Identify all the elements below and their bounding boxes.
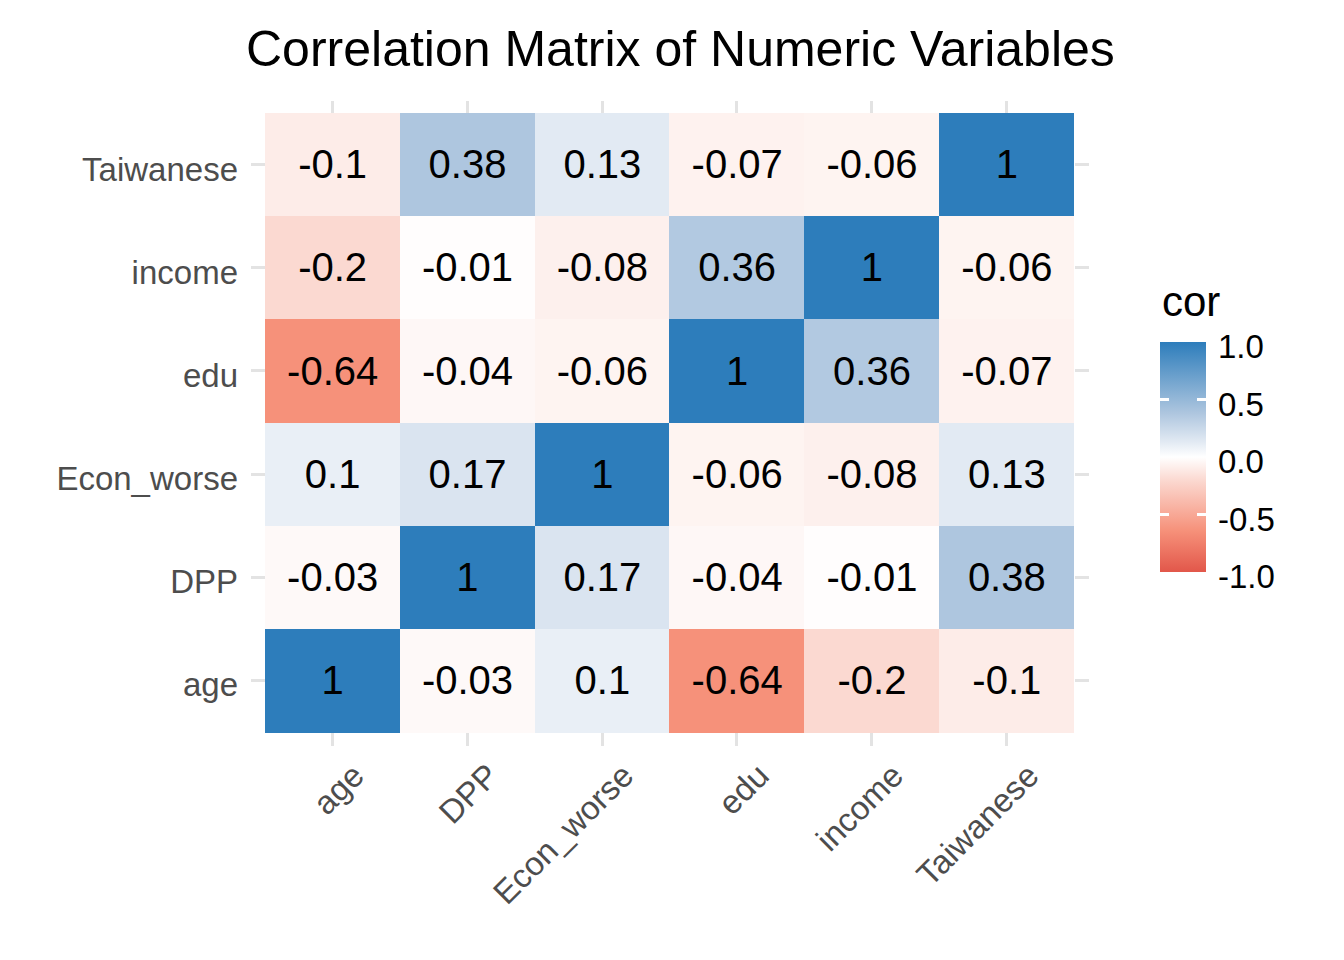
heatmap-cell: -0.64	[669, 629, 804, 733]
y-axis-label: income	[132, 256, 238, 289]
grid-stub	[251, 679, 265, 682]
legend-tick-mark	[1160, 513, 1169, 516]
legend-tick-label: -0.5	[1218, 503, 1275, 536]
heatmap-cell: -0.06	[804, 113, 939, 217]
heatmap-cell: -0.1	[265, 113, 400, 217]
heatmap-cell: -0.06	[939, 216, 1074, 320]
heatmap-cell: 0.17	[400, 423, 535, 527]
grid-stub	[1005, 101, 1008, 113]
x-axis-label: age	[307, 758, 369, 820]
y-axis-label: age	[183, 668, 238, 701]
x-axis-label: Econ_worse	[488, 758, 640, 910]
legend-tick-label: 1.0	[1218, 330, 1264, 363]
heatmap-cell: 0.36	[669, 216, 804, 320]
grid-stub	[1075, 163, 1089, 166]
grid-stub	[251, 266, 265, 269]
legend-title: cor	[1162, 278, 1220, 326]
grid-stub	[735, 101, 738, 113]
legend-tick-label: 0.0	[1218, 445, 1264, 478]
heatmap-cell: -0.01	[804, 526, 939, 630]
heatmap-cell: -0.08	[804, 423, 939, 527]
grid-stub	[870, 733, 873, 746]
legend-colorbar	[1160, 342, 1206, 572]
heatmap-cell: 0.36	[804, 319, 939, 423]
grid-stub	[1075, 576, 1089, 579]
correlation-heatmap-plot: Correlation Matrix of Numeric Variables …	[0, 0, 1344, 960]
heatmap-cell: 1	[939, 113, 1074, 217]
grid-stub	[251, 369, 265, 372]
legend-tick-label: -1.0	[1218, 560, 1275, 593]
legend-tick-mark	[1197, 513, 1206, 516]
heatmap-cell: -0.06	[535, 319, 670, 423]
heatmap-cell: 1	[535, 423, 670, 527]
heatmap-cell: -0.01	[400, 216, 535, 320]
heatmap-cell: 0.38	[939, 526, 1074, 630]
heatmap-cell: -0.2	[804, 629, 939, 733]
legend-tick-mark	[1160, 398, 1169, 401]
grid-stub	[331, 101, 334, 113]
legend-tick-label: 0.5	[1218, 388, 1264, 421]
grid-stub	[251, 576, 265, 579]
y-axis-label: edu	[183, 359, 238, 392]
heatmap-cell: -0.1	[939, 629, 1074, 733]
grid-stub	[466, 733, 469, 746]
heatmap-cell: 0.38	[400, 113, 535, 217]
y-axis-label: Econ_worse	[56, 462, 238, 495]
grid-stub	[1075, 369, 1089, 372]
heatmap-cell: 1	[804, 216, 939, 320]
legend-tick-mark	[1197, 398, 1206, 401]
y-axis-label: Taiwanese	[82, 153, 238, 186]
heatmap-cell: -0.04	[400, 319, 535, 423]
x-axis-label: income	[811, 758, 910, 857]
grid-stub	[1075, 473, 1089, 476]
heatmap-cell: 0.1	[265, 423, 400, 527]
y-axis-label: DPP	[170, 565, 238, 598]
heatmap-cell: -0.03	[400, 629, 535, 733]
heatmap-cell: 0.13	[939, 423, 1074, 527]
heatmap-cell: 0.1	[535, 629, 670, 733]
grid-stub	[331, 733, 334, 746]
grid-stub	[251, 473, 265, 476]
grid-stub	[735, 733, 738, 746]
heatmap-cell: 1	[265, 629, 400, 733]
heatmap-cell: -0.03	[265, 526, 400, 630]
grid-stub	[466, 101, 469, 113]
heatmap-cell: 1	[400, 526, 535, 630]
grid-stub	[601, 733, 604, 746]
grid-stub	[1005, 733, 1008, 746]
heatmap-cell: -0.06	[669, 423, 804, 527]
heatmap-cell: -0.04	[669, 526, 804, 630]
grid-stub	[870, 101, 873, 113]
heatmap-cell: -0.07	[939, 319, 1074, 423]
x-axis-label: DPP	[433, 758, 504, 829]
heatmap-cell: -0.2	[265, 216, 400, 320]
heatmap-cell: -0.07	[669, 113, 804, 217]
heatmap-cell: -0.64	[265, 319, 400, 423]
x-axis-label: edu	[712, 758, 774, 820]
heatmap-cell: 0.13	[535, 113, 670, 217]
x-axis-label: Taiwanese	[910, 758, 1044, 892]
grid-stub	[1075, 266, 1089, 269]
grid-stub	[601, 101, 604, 113]
grid-stub	[1075, 679, 1089, 682]
heatmap-cell: 1	[669, 319, 804, 423]
heatmap-cell: 0.17	[535, 526, 670, 630]
grid-stub	[251, 163, 265, 166]
plot-title: Correlation Matrix of Numeric Variables	[246, 20, 1115, 78]
heatmap-cell: -0.08	[535, 216, 670, 320]
